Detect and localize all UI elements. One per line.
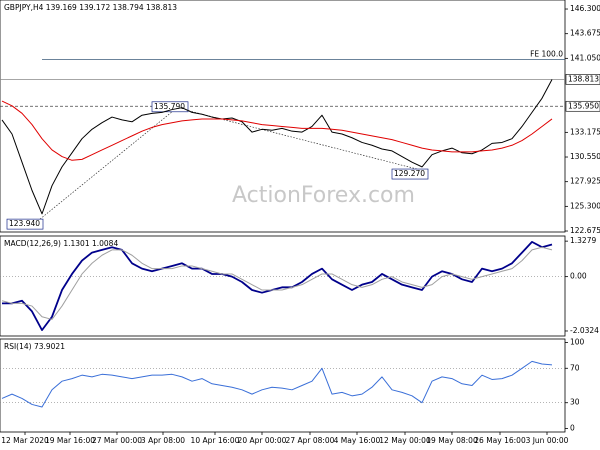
y-tick-label: 127.925 xyxy=(570,177,600,186)
annotation-box xyxy=(6,218,44,230)
series-line xyxy=(2,240,553,332)
watermark: ActionForex.com xyxy=(232,183,415,208)
level-label: FE 100.0 xyxy=(530,49,563,58)
y-tick-label: 30 xyxy=(570,398,580,407)
series-line xyxy=(1,246,553,320)
annotation-box xyxy=(391,168,429,180)
y-tick-label: 0 xyxy=(570,424,575,433)
x-tick-label: 3 Apr 08:00 xyxy=(141,436,185,445)
macd-panel xyxy=(0,235,566,337)
series-line xyxy=(1,360,553,408)
y-tick-label: 0.00 xyxy=(570,272,587,281)
annotation-box xyxy=(151,101,189,113)
x-tick-label: 19 May 08:00 xyxy=(426,436,478,445)
x-tick-label: 20 Apr 00:00 xyxy=(238,436,287,445)
level-tag xyxy=(565,100,600,112)
x-tick-label: 4 May 16:00 xyxy=(334,436,381,445)
x-tick-label: 19 Mar 16:00 xyxy=(45,436,95,445)
annotation: 135.790 xyxy=(154,102,185,111)
level-tag-label: 135.950 xyxy=(568,101,599,110)
x-tick-label: 26 May 16:00 xyxy=(474,436,526,445)
x-tick-label: 27 Apr 08:00 xyxy=(286,436,335,445)
y-tick-label: -2.0324 xyxy=(570,326,599,335)
x-tick-label: 27 Mar 00:00 xyxy=(92,436,142,445)
annotation: 123.940 xyxy=(9,219,40,228)
annotation: 129.270 xyxy=(394,169,425,178)
x-tick-label: 12 Mar 2020 xyxy=(1,436,49,445)
x-tick-label: 3 Jun 00:00 xyxy=(526,436,569,445)
level-tag xyxy=(565,74,600,85)
y-tick-label: 143.675 xyxy=(570,29,600,38)
series-line xyxy=(1,100,553,161)
y-tick-label: 146.300 xyxy=(570,4,600,13)
panel-title: GBPJPY,H4 139.169 139.172 138.794 138.81… xyxy=(4,3,177,12)
trend-line xyxy=(176,107,418,170)
y-tick-label: 122.675 xyxy=(570,226,600,235)
price-panel xyxy=(0,0,566,233)
y-tick-label: 130.550 xyxy=(570,152,600,161)
y-tick-label: 133.175 xyxy=(570,127,600,136)
y-tick-label: 1.3279 xyxy=(570,236,596,245)
x-tick-label: 12 May 00:00 xyxy=(379,436,431,445)
y-tick-label: 70 xyxy=(570,363,580,372)
rsi-panel xyxy=(0,338,566,433)
y-tick-label: 141.050 xyxy=(570,53,600,62)
level-tag-label: 138.813 xyxy=(568,74,599,83)
panel-title: RSI(14) 73.9021 xyxy=(4,342,65,351)
y-tick-label: 100 xyxy=(570,337,585,346)
panel-title: MACD(12,26,9) 1.1301 1.0084 xyxy=(4,239,118,248)
x-tick-label: 10 Apr 16:00 xyxy=(191,436,240,445)
y-tick-label: 125.300 xyxy=(570,201,600,210)
